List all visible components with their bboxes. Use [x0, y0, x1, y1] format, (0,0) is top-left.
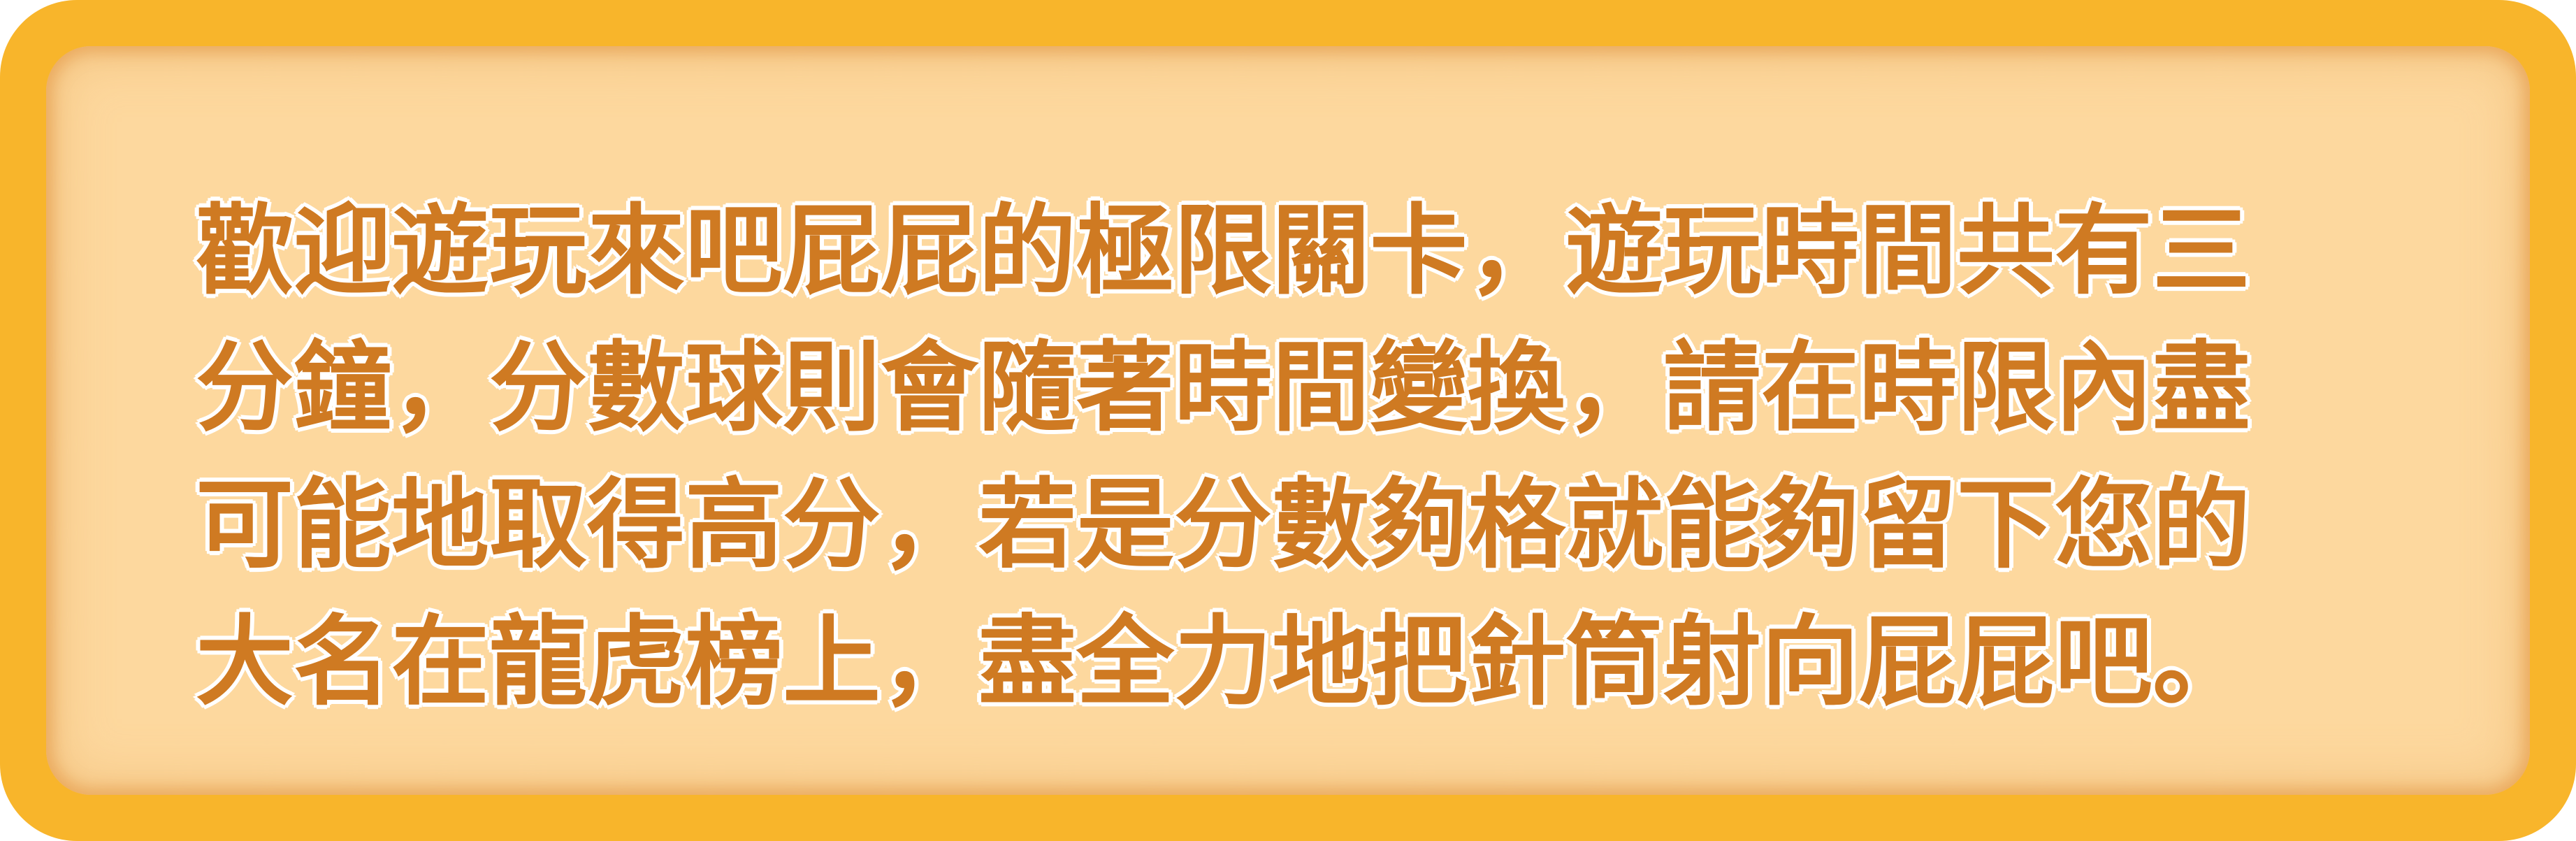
game-instructions-text: 歡迎遊玩來吧屁屁的極限關卡，遊玩時間共有三 分鐘，分數球則會隨著時間變換，請在時… [196, 183, 2418, 731]
instruction-line-1: 歡迎遊玩來吧屁屁的極限關卡，遊玩時間共有三 [196, 194, 2251, 308]
instruction-line-2: 分鐘，分數球則會隨著時間變換，請在時限內盡 [196, 331, 2251, 445]
instruction-line-4: 大名在龍虎榜上，盡全力地把針筒射向屁屁吧。 [196, 605, 2251, 719]
instruction-line-3: 可能地取得高分，若是分數夠格就能夠留下您的 [196, 468, 2251, 582]
instruction-panel [46, 46, 2530, 795]
